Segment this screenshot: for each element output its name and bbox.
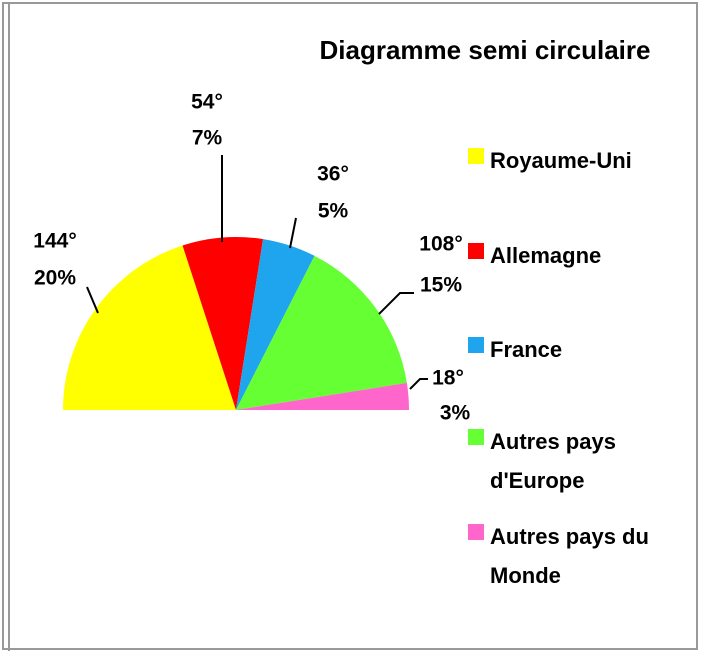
value-label: 144° [33,230,76,253]
leader-line [289,217,297,249]
leader-line [378,292,414,315]
slice [236,239,315,410]
legend-label: Autres pays du Monde [490,524,649,588]
value-label: 36° [317,163,349,186]
leader-line [86,286,99,314]
slice [182,237,264,410]
value-label: 54° [191,91,223,114]
legend-item: Royaume-Uni [468,141,668,180]
slice [63,245,236,410]
legend-item: France [468,330,668,369]
legend-label: Allemagne [490,243,602,268]
percentage-label: 20% [34,267,76,290]
legend-label: Royaume-Uni [490,148,632,173]
legend-swatch [468,243,484,259]
percentage-label: 15% [420,274,462,297]
value-label: 108° [419,233,462,256]
legend-swatch [468,148,484,164]
legend-label: Autres pays d'Europe [490,429,616,493]
percentage-label: 5% [318,200,349,223]
chart-title: Diagramme semi circulaire [320,35,651,65]
slice [236,255,407,410]
percentage-label: 3% [440,402,471,425]
leader-line [409,378,428,390]
legend-label: France [490,337,563,362]
value-label: 18° [432,367,464,390]
legend-swatch [468,337,484,353]
legend-item: Autres pays du Monde [468,517,668,595]
legend-item: Allemagne [468,236,668,275]
slice [236,382,409,410]
percentage-label: 7% [192,127,223,150]
legend-swatch [468,524,484,540]
legend-swatch [468,429,484,445]
legend-item: Autres pays d'Europe [468,422,668,500]
